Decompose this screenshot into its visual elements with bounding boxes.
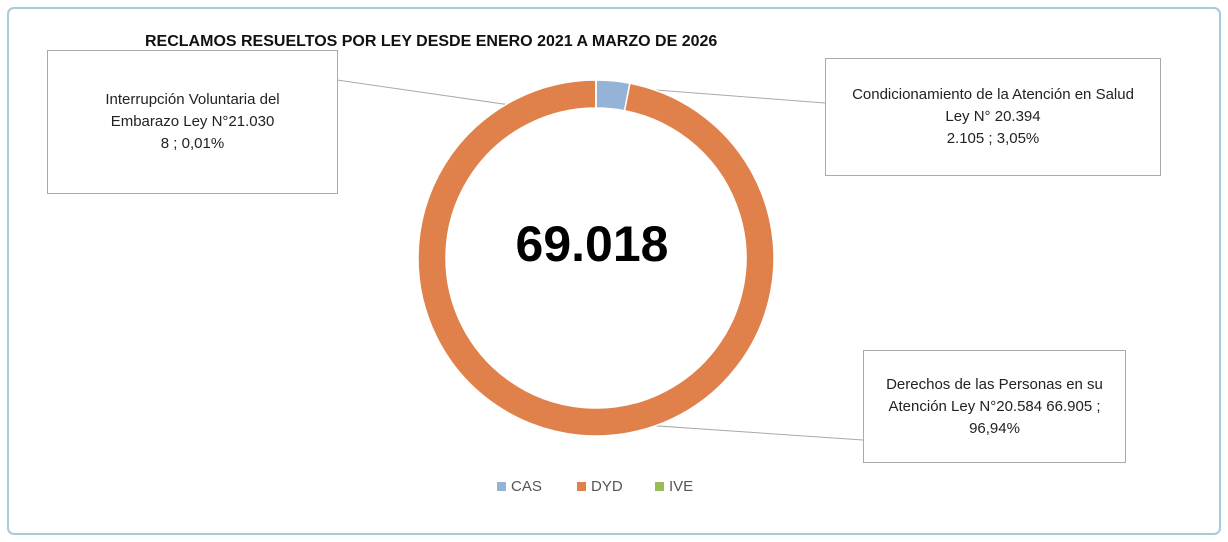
donut-slice <box>417 79 775 437</box>
legend-label: CAS <box>511 478 542 495</box>
label-value: 8 ; 0,01% <box>160 135 225 152</box>
data-label: Derechos de las Personas en su Atención … <box>863 350 1126 463</box>
label-name: Derechos de las Personas en su Atención … <box>886 375 1103 415</box>
data-label: Condicionamiento de la Atención en Salud… <box>825 58 1161 176</box>
label-name: Interrupción Voluntaria del Embarazo Ley… <box>105 91 280 130</box>
legend-label: IVE <box>669 478 693 495</box>
label-value: 2.105 ; 3,05% <box>946 130 1040 147</box>
legend-swatch <box>577 482 586 491</box>
label-value: 66.905 ; 96,94% <box>969 397 1101 437</box>
chart-border <box>7 7 1221 535</box>
center-total: 69.018 <box>516 216 669 272</box>
leader-line <box>629 87 826 104</box>
legend-swatch <box>655 482 664 491</box>
legend-swatch <box>497 482 506 491</box>
data-label: Interrupción Voluntaria del Embarazo Ley… <box>47 50 338 194</box>
legend-label: DYD <box>591 478 623 495</box>
chart-title: RECLAMOS RESUELTOS POR LEY DESDE ENERO 2… <box>145 33 718 50</box>
label-name: Condicionamiento de la Atención en Salud… <box>852 86 1134 125</box>
